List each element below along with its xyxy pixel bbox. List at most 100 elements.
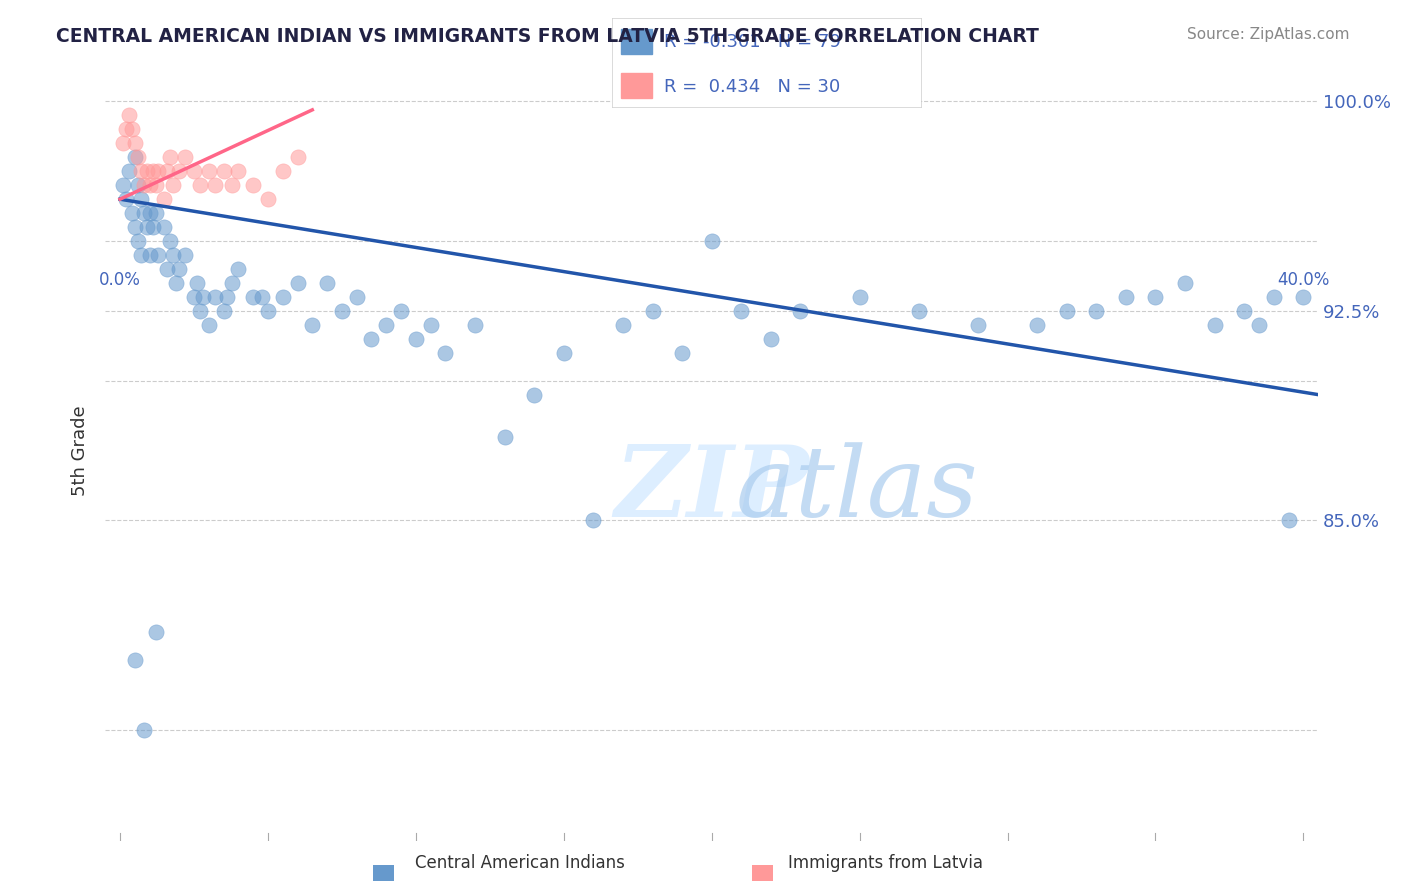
Point <box>188 304 211 318</box>
Point <box>132 206 155 220</box>
Point <box>162 248 184 262</box>
Text: 40.0%: 40.0% <box>1277 270 1330 289</box>
Point <box>197 318 219 332</box>
FancyBboxPatch shape <box>621 73 652 98</box>
Point <box>145 178 167 193</box>
Point <box>250 290 273 304</box>
Point <box>121 122 143 136</box>
Point <box>156 262 179 277</box>
Point <box>419 318 441 332</box>
Point <box>115 122 138 136</box>
Point <box>221 178 243 193</box>
Point <box>301 318 323 332</box>
Point <box>1292 290 1315 304</box>
Point <box>848 290 870 304</box>
Text: R =  0.434   N = 30: R = 0.434 N = 30 <box>664 78 841 95</box>
Point <box>1026 318 1049 332</box>
Point <box>553 345 575 359</box>
Point <box>641 304 664 318</box>
Point <box>141 220 163 235</box>
Point <box>165 276 187 290</box>
Point <box>167 262 190 277</box>
Point <box>174 150 197 164</box>
Point <box>257 192 280 206</box>
Point <box>118 108 141 122</box>
Point <box>700 234 723 248</box>
Point <box>127 234 149 248</box>
Point <box>183 290 205 304</box>
Point <box>228 262 250 277</box>
Text: ZIP: ZIP <box>614 442 810 538</box>
Point <box>221 276 243 290</box>
Point <box>1277 513 1299 527</box>
Point <box>145 206 167 220</box>
Point <box>389 304 412 318</box>
Point <box>242 178 264 193</box>
Point <box>132 723 155 737</box>
Text: Immigrants from Latvia: Immigrants from Latvia <box>789 855 983 872</box>
Point <box>159 234 181 248</box>
Point <box>115 192 138 206</box>
Point <box>1263 290 1285 304</box>
Point <box>135 220 157 235</box>
Point <box>129 192 152 206</box>
Point <box>271 164 294 178</box>
Point <box>191 290 214 304</box>
Point <box>1174 276 1197 290</box>
Point <box>188 178 211 193</box>
Point <box>162 178 184 193</box>
Point <box>153 220 176 235</box>
Point <box>228 164 250 178</box>
Point <box>156 164 179 178</box>
Point <box>316 276 339 290</box>
Point <box>118 164 141 178</box>
Point <box>1233 304 1256 318</box>
Text: atlas: atlas <box>735 442 979 537</box>
Point <box>1247 318 1270 332</box>
Point <box>1085 304 1108 318</box>
Point <box>183 164 205 178</box>
Point <box>121 206 143 220</box>
Point <box>135 164 157 178</box>
Point <box>148 248 170 262</box>
Point <box>405 332 427 346</box>
Point <box>215 290 238 304</box>
Point <box>360 332 382 346</box>
Point <box>1204 318 1226 332</box>
Text: Source: ZipAtlas.com: Source: ZipAtlas.com <box>1187 27 1350 42</box>
Point <box>129 248 152 262</box>
Point <box>375 318 398 332</box>
Point <box>464 318 486 332</box>
Point <box>523 387 546 401</box>
Point <box>124 136 146 151</box>
FancyBboxPatch shape <box>621 29 652 54</box>
Point <box>124 653 146 667</box>
Point <box>434 345 457 359</box>
Point <box>212 304 235 318</box>
Point <box>129 164 152 178</box>
Point <box>197 164 219 178</box>
Point <box>124 220 146 235</box>
Point <box>127 150 149 164</box>
Point <box>582 513 605 527</box>
Point <box>730 304 752 318</box>
Point <box>204 290 226 304</box>
Point <box>907 304 929 318</box>
Point <box>242 290 264 304</box>
Point <box>141 164 163 178</box>
Point <box>612 318 634 332</box>
Point <box>138 248 160 262</box>
Point <box>287 150 309 164</box>
Point <box>494 429 516 443</box>
Point <box>132 178 155 193</box>
Point <box>138 178 160 193</box>
Text: 0.0%: 0.0% <box>98 270 141 289</box>
Point <box>148 164 170 178</box>
Point <box>127 178 149 193</box>
Point <box>159 150 181 164</box>
Point <box>174 248 197 262</box>
Point <box>204 178 226 193</box>
Point <box>330 304 353 318</box>
Point <box>789 304 811 318</box>
Text: R = -0.301   N = 79: R = -0.301 N = 79 <box>664 33 841 51</box>
